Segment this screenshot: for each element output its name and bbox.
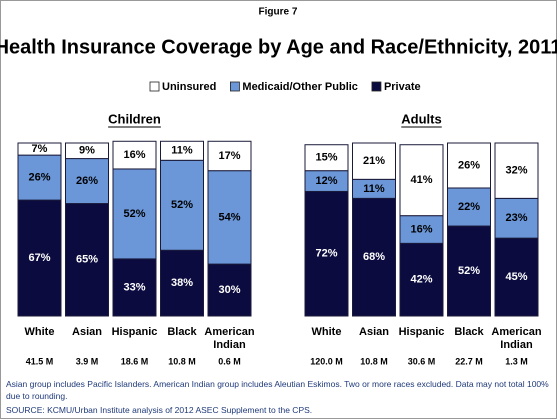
x-tick-label: White (25, 326, 55, 338)
bar-segment (112, 168, 157, 260)
figure-label: Figure 7 (259, 7, 298, 18)
data-label: 26% (28, 172, 50, 184)
x-tick-label: American Indian (204, 326, 254, 351)
bar-segment (447, 142, 491, 189)
population-label: 22.7 M (455, 356, 483, 366)
footnote: Asian group includes Pacific Islanders. … (6, 379, 549, 401)
data-label: 22% (458, 201, 480, 213)
bar-segment (65, 142, 109, 160)
x-tick-label: American Indian (491, 326, 541, 351)
bar-segment (494, 142, 539, 199)
data-label: 52% (458, 265, 480, 277)
data-label: 7% (32, 143, 48, 155)
data-label: 52% (123, 208, 145, 220)
bar-segment (399, 144, 444, 217)
bar-segment (494, 197, 539, 239)
bar-segment (207, 140, 252, 172)
data-label: 16% (123, 149, 145, 161)
population-label: 0.6 M (218, 356, 241, 366)
data-label: 38% (171, 277, 193, 289)
data-label: 16% (410, 223, 432, 235)
x-tick-label: White (312, 326, 342, 338)
data-label: 26% (458, 159, 480, 171)
bar-segment (399, 215, 444, 244)
bar-segment (65, 203, 109, 317)
data-label: 30% (218, 284, 240, 296)
legend-swatch (149, 81, 160, 92)
x-tick-label: Asian (72, 326, 102, 338)
data-label: 65% (76, 254, 98, 266)
population-label: 41.5 M (26, 356, 54, 366)
population-label: 120.0 M (310, 356, 343, 366)
data-label: 11% (171, 145, 193, 157)
bar-segment (352, 142, 396, 180)
population-label: 1.3 M (505, 356, 528, 366)
legend-swatch (371, 81, 382, 92)
data-label: 17% (218, 150, 240, 162)
bar-segment (160, 249, 204, 317)
bar-segment (207, 170, 252, 265)
legend-label: Uninsured (162, 81, 216, 93)
data-label: 72% (315, 248, 337, 260)
x-tick-label: Hispanic (399, 326, 445, 338)
bar-segment (304, 144, 349, 172)
data-label: 54% (218, 211, 240, 223)
bar-segment (17, 154, 62, 201)
data-label: 12% (315, 175, 337, 187)
x-tick-label: Asian (359, 326, 389, 338)
population-label: 3.9 M (76, 356, 99, 366)
bar-segment (399, 242, 444, 317)
panel-title: Children (108, 111, 161, 126)
bar-segment (65, 158, 109, 205)
bar-segment (160, 140, 204, 161)
population-label: 10.8 M (168, 356, 196, 366)
data-label: 11% (363, 183, 385, 195)
bar-segment (17, 142, 62, 156)
legend-label: Private (384, 81, 421, 93)
source: SOURCE: KCMU/Urban Institute analysis of… (6, 405, 313, 415)
population-label: 30.6 M (408, 356, 436, 366)
data-label: 26% (76, 175, 98, 187)
panel-title: Adults (401, 111, 441, 126)
data-label: 52% (171, 199, 193, 211)
data-label: 45% (505, 271, 527, 283)
data-label: 41% (410, 174, 432, 186)
data-label: 23% (505, 212, 527, 224)
data-label: 42% (410, 274, 432, 286)
bar-segment (207, 263, 252, 317)
x-tick-label: Black (167, 326, 197, 338)
population-label: 10.8 M (360, 356, 388, 366)
population-label: 18.6 M (121, 356, 149, 366)
legend-swatch (230, 81, 240, 92)
data-label: 9% (79, 145, 95, 157)
bar-segment (352, 197, 396, 317)
x-tick-label: Black (454, 326, 484, 338)
bar-segment (494, 237, 539, 317)
bar-segment (112, 258, 157, 317)
bar-segment (112, 140, 157, 170)
chart-title: Health Insurance Coverage by Age and Rac… (0, 36, 557, 58)
data-label: 67% (28, 252, 50, 264)
data-label: 33% (123, 281, 145, 293)
x-tick-label: Hispanic (112, 326, 158, 338)
data-label: 68% (363, 251, 385, 263)
data-label: 32% (505, 165, 527, 177)
data-label: 15% (315, 152, 337, 164)
bar-segment (17, 199, 62, 317)
data-label: 21% (363, 155, 385, 167)
legend-label: Medicaid/Other Public (242, 81, 358, 93)
